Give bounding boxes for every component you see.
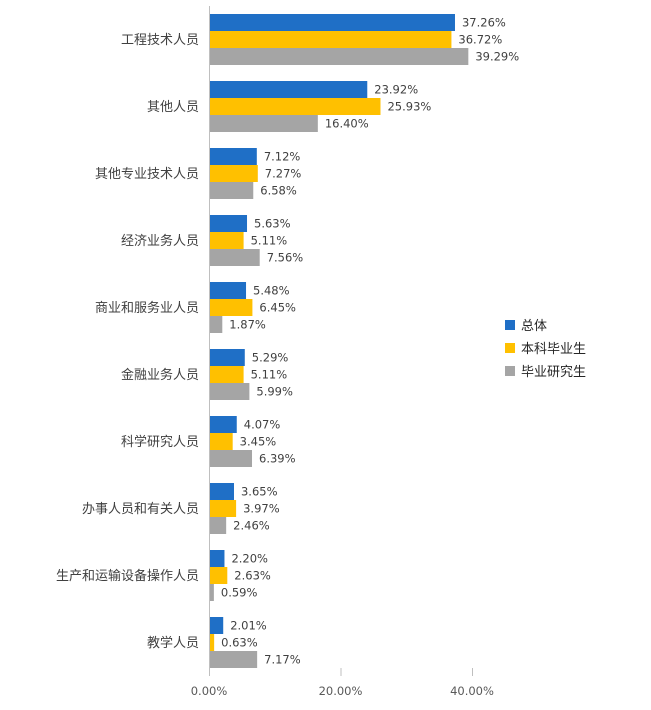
bar-0 (210, 617, 224, 634)
data-label: 7.17% (264, 653, 301, 667)
bar-1 (210, 232, 244, 249)
category-label: 工程技术人员 (121, 33, 199, 48)
data-label: 5.48% (253, 284, 290, 298)
data-label: 39.29% (475, 50, 519, 64)
data-label: 3.65% (241, 485, 278, 499)
bar-2 (210, 584, 214, 601)
data-label: 37.26% (462, 16, 506, 30)
bar-2 (210, 450, 253, 467)
bar-0 (210, 14, 455, 31)
bar-1 (210, 366, 244, 383)
category-label: 经济业务人员 (121, 233, 199, 249)
data-label: 5.11% (251, 368, 288, 382)
category-label: 金融业务人员 (121, 367, 199, 383)
bar-1 (210, 31, 452, 48)
category-label: 商业和服务业人员 (95, 300, 199, 316)
bar-0 (210, 215, 248, 232)
data-label: 5.63% (254, 217, 291, 231)
data-label: 5.11% (251, 234, 288, 248)
bar-2 (210, 517, 227, 534)
legend-swatch (505, 320, 515, 330)
data-label: 5.99% (256, 385, 293, 399)
data-label: 3.97% (243, 502, 280, 516)
legend-label: 总体 (521, 319, 547, 334)
bar-2 (210, 115, 318, 132)
legend-label: 本科毕业生 (521, 342, 586, 357)
bar-1 (210, 634, 215, 651)
legend-swatch (505, 343, 515, 353)
bar-2 (210, 249, 260, 266)
category-label: 科学研究人员 (121, 434, 199, 450)
bar-1 (210, 500, 237, 517)
data-label: 6.39% (259, 452, 296, 466)
data-label: 2.20% (231, 552, 268, 566)
x-tick-label: 40.00% (450, 684, 494, 698)
category-label: 其他人员 (147, 100, 199, 115)
bar-0 (210, 81, 368, 98)
bar-0 (210, 550, 225, 567)
data-label: 6.45% (259, 301, 296, 315)
bar-0 (210, 483, 234, 500)
data-label: 7.12% (264, 150, 301, 164)
category-label: 办事人员和有关人员 (82, 502, 199, 517)
data-label: 2.01% (230, 619, 267, 633)
data-label: 0.63% (221, 636, 258, 650)
bar-0 (210, 416, 237, 433)
bar-2 (210, 383, 250, 400)
bar-1 (210, 299, 253, 316)
data-label: 23.92% (374, 83, 418, 97)
data-label: 7.27% (265, 167, 302, 181)
data-label: 36.72% (458, 33, 502, 47)
bar-0 (210, 349, 245, 366)
data-label: 3.45% (240, 435, 277, 449)
bar-2 (210, 651, 258, 668)
data-label: 2.63% (234, 569, 271, 583)
bar-1 (210, 165, 258, 182)
legend-swatch (505, 366, 515, 376)
data-label: 25.93% (387, 100, 431, 114)
bar-1 (210, 567, 228, 584)
bar-2 (210, 316, 223, 333)
data-label: 5.29% (252, 351, 289, 365)
bar-0 (210, 148, 257, 165)
data-label: 7.56% (267, 251, 304, 265)
bar-0 (210, 282, 247, 299)
data-label: 4.07% (244, 418, 281, 432)
bar-1 (210, 98, 381, 115)
data-label: 0.59% (221, 586, 258, 600)
bar-1 (210, 433, 233, 450)
category-label: 教学人员 (147, 635, 199, 651)
bar-2 (210, 48, 469, 65)
x-tick-label: 0.00% (191, 684, 228, 698)
data-label: 2.46% (233, 519, 270, 533)
category-label: 生产和运输设备操作人员 (56, 568, 199, 584)
data-label: 16.40% (325, 117, 369, 131)
legend-label: 毕业研究生 (521, 365, 586, 380)
data-label: 1.87% (229, 318, 266, 332)
category-label: 其他专业技术人员 (95, 167, 199, 182)
bar-2 (210, 182, 254, 199)
data-label: 6.58% (260, 184, 297, 198)
x-tick-label: 20.00% (319, 684, 363, 698)
